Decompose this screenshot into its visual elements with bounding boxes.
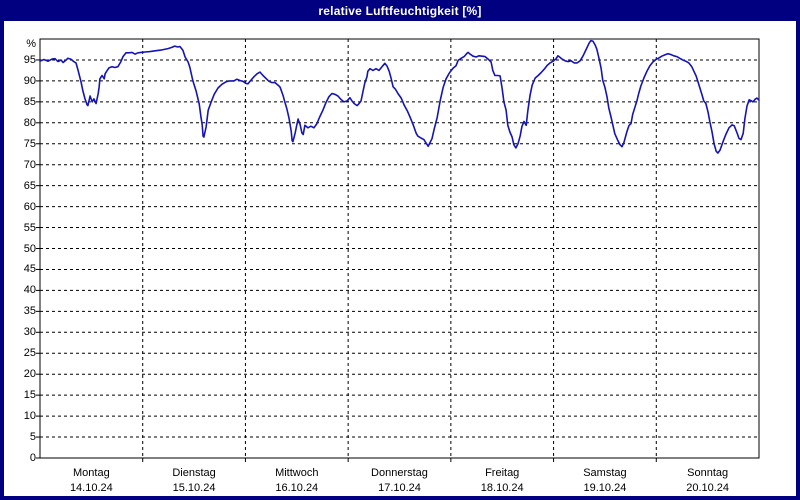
x-axis-day-label: Sonntag: [687, 467, 729, 479]
humidity-series-line: [39, 39, 760, 154]
plot-border: [39, 38, 760, 459]
x-axis-day-label: Donnerstag: [371, 467, 428, 479]
title-bar: relative Luftfeuchtigkeit [%]: [0, 0, 800, 21]
x-axis-day-label: Freitag: [485, 467, 520, 479]
x-axis-date-label: 20.10.24: [686, 482, 730, 494]
y-axis-label-5: 5: [29, 431, 36, 444]
x-axis-date-label: 18.10.24: [480, 482, 524, 494]
y-axis-label-25: 25: [23, 347, 36, 360]
y-axis-label-20: 20: [23, 368, 36, 381]
y-axis-label-70: 70: [23, 158, 36, 171]
y-axis-label-65: 65: [23, 179, 36, 192]
chart-title: relative Luftfeuchtigkeit [%]: [318, 3, 482, 18]
y-axis-label-10: 10: [23, 410, 36, 423]
y-axis-label-0: 0: [29, 452, 36, 464]
y-axis-label-75: 75: [23, 137, 36, 150]
y-axis-label-15: 15: [23, 389, 36, 402]
x-axis-date-label: 19.10.24: [583, 482, 627, 494]
y-axis-label-60: 60: [23, 200, 36, 213]
x-axis-day-label: Samstag: [583, 467, 627, 479]
y-axis-label-90: 90: [23, 74, 36, 87]
y-axis-unit-label: %: [26, 38, 36, 50]
y-axis-label-85: 85: [23, 95, 36, 108]
y-axis-label-30: 30: [23, 326, 36, 339]
x-axis-day-label: Montag: [73, 467, 110, 479]
y-axis-label-95: 95: [23, 53, 36, 66]
y-axis-label-40: 40: [23, 284, 36, 297]
y-axis-label-50: 50: [23, 242, 36, 255]
x-axis-date-label: 14.10.24: [69, 482, 113, 494]
y-axis-label-55: 55: [23, 221, 36, 234]
y-axis-label-45: 45: [23, 263, 36, 276]
x-axis-date-label: 17.10.24: [378, 482, 421, 494]
plot-background: [4, 21, 796, 496]
y-axis-label-80: 80: [23, 116, 36, 129]
y-axis-label-35: 35: [23, 305, 36, 318]
x-axis-date-label: 15.10.24: [172, 482, 216, 494]
x-axis-date-label: 16.10.24: [275, 482, 319, 494]
x-axis-day-label: Mittwoch: [275, 467, 319, 479]
x-axis-day-label: Dienstag: [172, 467, 216, 479]
